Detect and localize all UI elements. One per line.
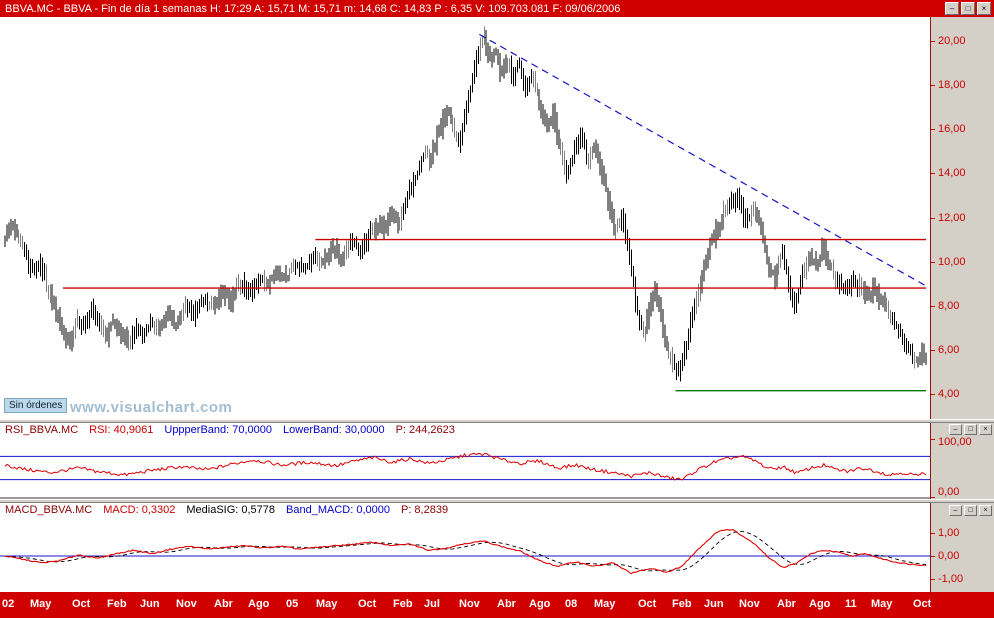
time-axis-label: Feb bbox=[107, 598, 127, 610]
macd-panel: MACD_BBVA.MC MACD: 0,3302 MediaSIG: 0,57… bbox=[0, 503, 994, 592]
axis-tick-mark bbox=[931, 41, 935, 42]
axis-tick-mark bbox=[931, 439, 935, 440]
rsi-axis-tick: 0,00 bbox=[938, 486, 960, 498]
rsi-value: RSI: 40,9061 bbox=[89, 423, 154, 436]
macd-chart-canvas[interactable] bbox=[0, 517, 930, 592]
price-axis-tick: 20,00 bbox=[938, 35, 966, 47]
time-axis-label: Oct bbox=[638, 598, 657, 610]
price-axis-tick: 12,00 bbox=[938, 211, 966, 224]
macd-value: MACD: 0,3302 bbox=[103, 504, 176, 516]
rsi-window-buttons: – □ × bbox=[930, 423, 994, 436]
macd-axis-tick: 1,00 bbox=[938, 527, 960, 539]
restore-icon[interactable]: □ bbox=[964, 504, 977, 516]
minimize-icon[interactable]: – bbox=[949, 424, 962, 435]
visualchart-watermark: www.visualchart.com bbox=[70, 399, 233, 416]
axis-tick-mark bbox=[931, 261, 935, 263]
macd-plot-area: 1,00 0,00 -1,00 bbox=[0, 517, 994, 592]
rsi-header: RSI_BBVA.MC RSI: 40,9061 UppperBand: 70,… bbox=[0, 423, 994, 436]
axis-tick-mark bbox=[931, 533, 935, 534]
rsi-chart-canvas[interactable] bbox=[0, 436, 930, 499]
time-axis-label: Feb bbox=[672, 598, 692, 610]
time-axis-label: Jul bbox=[424, 598, 440, 610]
rsi-y-axis: 100,00 0,00 bbox=[930, 436, 994, 499]
time-axis-label: Nov bbox=[739, 598, 760, 610]
minimize-icon[interactable]: – bbox=[945, 2, 959, 15]
time-axis-label: Ago bbox=[529, 598, 551, 610]
price-axis-tick: 6,00 bbox=[938, 343, 960, 356]
close-icon[interactable]: × bbox=[979, 424, 992, 435]
price-axis-tick: 14,00 bbox=[938, 167, 966, 180]
axis-tick-mark bbox=[931, 85, 935, 87]
price-y-axis: 20,00 18,00 16,00 14,00 12,00 10,00 8,00 6,00 4,… bbox=[930, 17, 994, 419]
main-window-buttons: – □ × bbox=[945, 2, 991, 15]
time-axis-label: Ago bbox=[809, 598, 831, 610]
macd-series-name: MACD_BBVA.MC bbox=[5, 504, 93, 516]
time-axis: 02 May Oct Feb Jun Nov Abr Ago 05 May Oct Feb Jul Nov… bbox=[0, 592, 994, 618]
time-axis-label: 02 bbox=[2, 598, 15, 610]
axis-tick-mark bbox=[931, 556, 935, 557]
axis-tick-mark bbox=[931, 349, 935, 351]
axis-tick-mark bbox=[931, 305, 935, 307]
macd-axis-tick: -1,00 bbox=[938, 573, 964, 585]
time-axis-label: Nov bbox=[459, 598, 480, 610]
rsi-series-name: RSI_BBVA.MC bbox=[5, 423, 79, 436]
rsi-lowerband-value: LowerBand: 30,0000 bbox=[283, 423, 385, 436]
close-icon[interactable]: × bbox=[979, 504, 992, 516]
time-axis-label: May bbox=[316, 598, 338, 610]
macd-band-value: Band_MACD: 0,0000 bbox=[286, 504, 390, 516]
time-axis-label: Jun bbox=[704, 598, 724, 610]
price-axis-tick: 10,00 bbox=[938, 255, 966, 268]
time-axis-label: Ago bbox=[248, 598, 270, 610]
time-axis-label: Abr bbox=[777, 598, 796, 610]
restore-icon[interactable]: □ bbox=[961, 2, 975, 15]
macd-p-value: P: 8,2839 bbox=[400, 504, 449, 516]
rsi-upperband-value: UppperBand: 70,0000 bbox=[164, 423, 273, 436]
macd-y-axis: 1,00 0,00 -1,00 bbox=[930, 517, 994, 592]
price-axis-tick: 8,00 bbox=[938, 299, 960, 312]
price-axis-tick: 18,00 bbox=[938, 79, 966, 92]
time-axis-label: Abr bbox=[214, 598, 233, 610]
macd-axis-tick: 0,00 bbox=[938, 550, 960, 562]
axis-tick-mark bbox=[931, 497, 935, 498]
macd-signal-value: MediaSIG: 0,5778 bbox=[186, 504, 276, 516]
axis-tick-mark bbox=[931, 217, 935, 219]
axis-tick-mark bbox=[931, 579, 935, 580]
time-axis-label: Oct bbox=[358, 598, 377, 610]
price-axis-tick: 16,00 bbox=[938, 123, 966, 136]
rsi-panel: RSI_BBVA.MC RSI: 40,9061 UppperBand: 70,… bbox=[0, 423, 994, 499]
time-axis-label: 05 bbox=[286, 598, 299, 610]
time-axis-label: May bbox=[594, 598, 616, 610]
time-axis-label: 11 bbox=[845, 598, 857, 610]
time-axis-label: Abr bbox=[497, 598, 516, 610]
price-chart-panel: 20,00 18,00 16,00 14,00 12,00 10,00 8,00 6,00 4,… bbox=[0, 17, 994, 419]
rsi-plot-area: 100,00 0,00 bbox=[0, 436, 994, 499]
time-axis-label: Feb bbox=[393, 598, 413, 610]
time-axis-label: May bbox=[30, 598, 52, 610]
close-icon[interactable]: × bbox=[977, 2, 991, 15]
time-axis-label: 08 bbox=[565, 598, 578, 610]
axis-tick-mark bbox=[931, 129, 935, 131]
panel-splitter-1[interactable] bbox=[0, 419, 994, 423]
chart-title: BBVA.MC - BBVA - Fin de día 1 semanas H:… bbox=[5, 2, 621, 15]
chart-title-bar: BBVA.MC - BBVA - Fin de día 1 semanas H:… bbox=[0, 0, 994, 17]
time-axis-label: Jun bbox=[140, 598, 160, 610]
macd-header: MACD_BBVA.MC MACD: 0,3302 MediaSIG: 0,57… bbox=[0, 503, 994, 517]
axis-tick-mark bbox=[931, 173, 935, 175]
price-axis-tick: 4,00 bbox=[938, 388, 960, 400]
macd-window-buttons: – □ × bbox=[930, 503, 994, 517]
rsi-p-value: P: 244,2623 bbox=[395, 423, 455, 436]
restore-icon[interactable]: □ bbox=[964, 424, 977, 435]
time-axis-label: Oct bbox=[72, 598, 91, 610]
minimize-icon[interactable]: – bbox=[949, 504, 962, 516]
price-chart-canvas[interactable] bbox=[0, 17, 930, 419]
panel-splitter-2[interactable] bbox=[0, 499, 994, 503]
axis-tick-mark bbox=[931, 394, 935, 395]
rsi-axis-tick: 100,00 bbox=[938, 436, 972, 448]
time-axis-label: Nov bbox=[176, 598, 197, 610]
status-badge: Sin órdenes bbox=[4, 398, 68, 413]
time-axis-label: Oct bbox=[913, 598, 932, 610]
time-axis-label: May bbox=[871, 598, 893, 610]
